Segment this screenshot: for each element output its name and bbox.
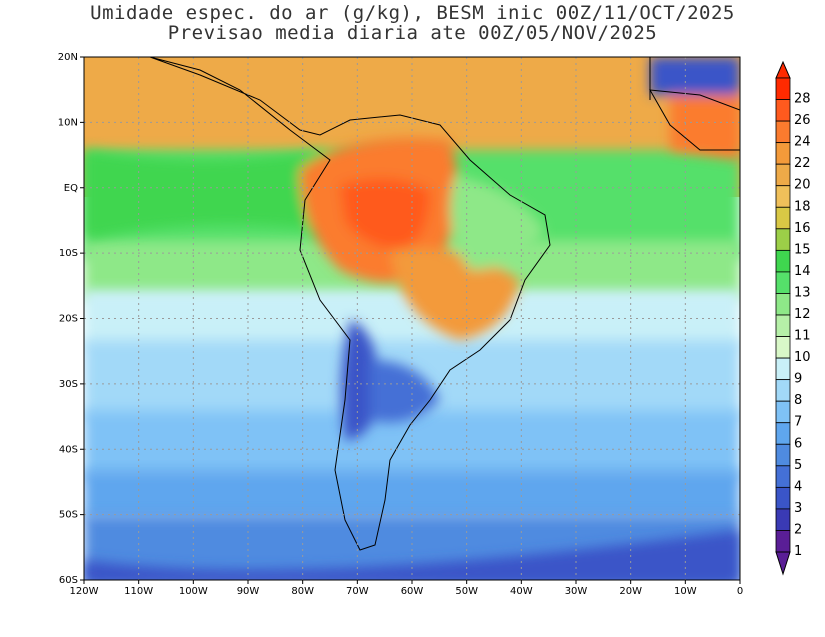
lon-tick-label: 70W xyxy=(346,586,369,597)
colorbar-swatch xyxy=(775,249,791,273)
colorbar-swatch xyxy=(775,163,791,187)
colorbar-swatch xyxy=(775,99,791,122)
lat-tick-label: 10S xyxy=(59,248,78,259)
colorbar-swatch xyxy=(775,206,791,230)
colorbar-label: 22 xyxy=(794,156,811,171)
colorbar-swatch xyxy=(775,530,791,553)
lon-tick-label: 60W xyxy=(401,586,424,597)
chart-title-line-2: Previsao media diaria ate 00Z/05/NOV/202… xyxy=(167,22,658,44)
colorbar-label: 2 xyxy=(794,522,802,537)
lat-tick-label: 20N xyxy=(58,52,78,63)
colorbar-swatch xyxy=(775,314,791,337)
lat-tick-label: 30S xyxy=(59,379,78,390)
colorbar-label: 28 xyxy=(794,92,811,107)
colorbar-swatch xyxy=(775,120,791,144)
lon-tick-label: 30W xyxy=(565,586,588,597)
colorbar-label: 10 xyxy=(794,350,811,365)
lon-tick-label: 80W xyxy=(291,586,314,597)
lat-tick-label: 50S xyxy=(59,510,78,521)
colorbar-swatch xyxy=(775,228,791,251)
colorbar-label: 9 xyxy=(794,372,802,387)
colorbar-swatch xyxy=(775,293,791,316)
lon-tick-label: 10W xyxy=(674,586,697,597)
colorbar-label: 16 xyxy=(794,221,811,236)
colorbar-label: 11 xyxy=(794,329,811,344)
lon-tick-label: 40W xyxy=(510,586,533,597)
colorbar-swatch xyxy=(775,486,791,510)
colorbar-label: 14 xyxy=(794,264,811,279)
colorbar-swatch xyxy=(775,400,791,424)
lat-tick-label: 40S xyxy=(59,444,78,455)
lat-tick-label: 20S xyxy=(59,314,78,325)
lon-tick-label: 20W xyxy=(619,586,642,597)
axis-ticks: 120W 110W 100W 90W 80W 70W 60W 50W 40W 30W 20W 10W 0… xyxy=(58,52,743,597)
colorbar-label: 15 xyxy=(794,242,811,257)
lon-tick-label: 0 xyxy=(737,586,743,597)
lon-tick-label: 50W xyxy=(455,586,478,597)
lon-tick-label: 90W xyxy=(237,586,260,597)
colorbar-label: 18 xyxy=(794,199,811,214)
colorbar-swatch xyxy=(775,422,791,445)
lat-tick-label: 60S xyxy=(59,575,78,586)
colorbar-label: 20 xyxy=(794,178,811,193)
colorbar-swatch xyxy=(775,185,791,208)
colorbar-label: 13 xyxy=(794,285,811,300)
colorbar-label: 7 xyxy=(794,415,802,430)
colorbar-swatch xyxy=(775,142,791,165)
chart-title-line-1: Umidade espec. do ar (g/kg), BESM inic 0… xyxy=(90,2,735,24)
colorbar-swatch xyxy=(775,357,791,381)
colorbar-swatch xyxy=(775,508,791,531)
lon-tick-label: 110W xyxy=(124,586,153,597)
colorbar-label: 5 xyxy=(794,458,802,473)
graticule xyxy=(84,57,740,580)
colorbar-label: 1 xyxy=(794,544,802,559)
lon-tick-label: 100W xyxy=(179,586,208,597)
colorbar-swatch xyxy=(775,77,791,100)
colorbar-label: 4 xyxy=(794,479,802,494)
lat-tick-label: EQ xyxy=(64,183,78,194)
colorbar-label: 8 xyxy=(794,393,802,408)
colorbar-min-arrow xyxy=(775,551,791,576)
lon-tick-label: 120W xyxy=(70,586,99,597)
lat-tick-label: 10N xyxy=(58,117,78,128)
colorbar-label: 12 xyxy=(794,307,811,322)
colorbar-label: 6 xyxy=(794,436,802,451)
colorbar-swatch xyxy=(775,443,791,467)
colorbar: 28 26 24 22 20 18 16 15 14 13 12 11 10 9 8 7 6 5 4 3 2 1 xyxy=(775,60,811,576)
colorbar-swatch xyxy=(775,271,791,294)
colorbar-label: 24 xyxy=(794,135,811,150)
colorbar-label: 3 xyxy=(794,501,802,516)
colorbar-swatch xyxy=(775,336,791,359)
colorbar-label: 26 xyxy=(794,113,811,128)
colorbar-max-arrow xyxy=(775,60,791,79)
colorbar-swatch xyxy=(775,465,791,488)
colorbar-swatch xyxy=(775,379,791,402)
